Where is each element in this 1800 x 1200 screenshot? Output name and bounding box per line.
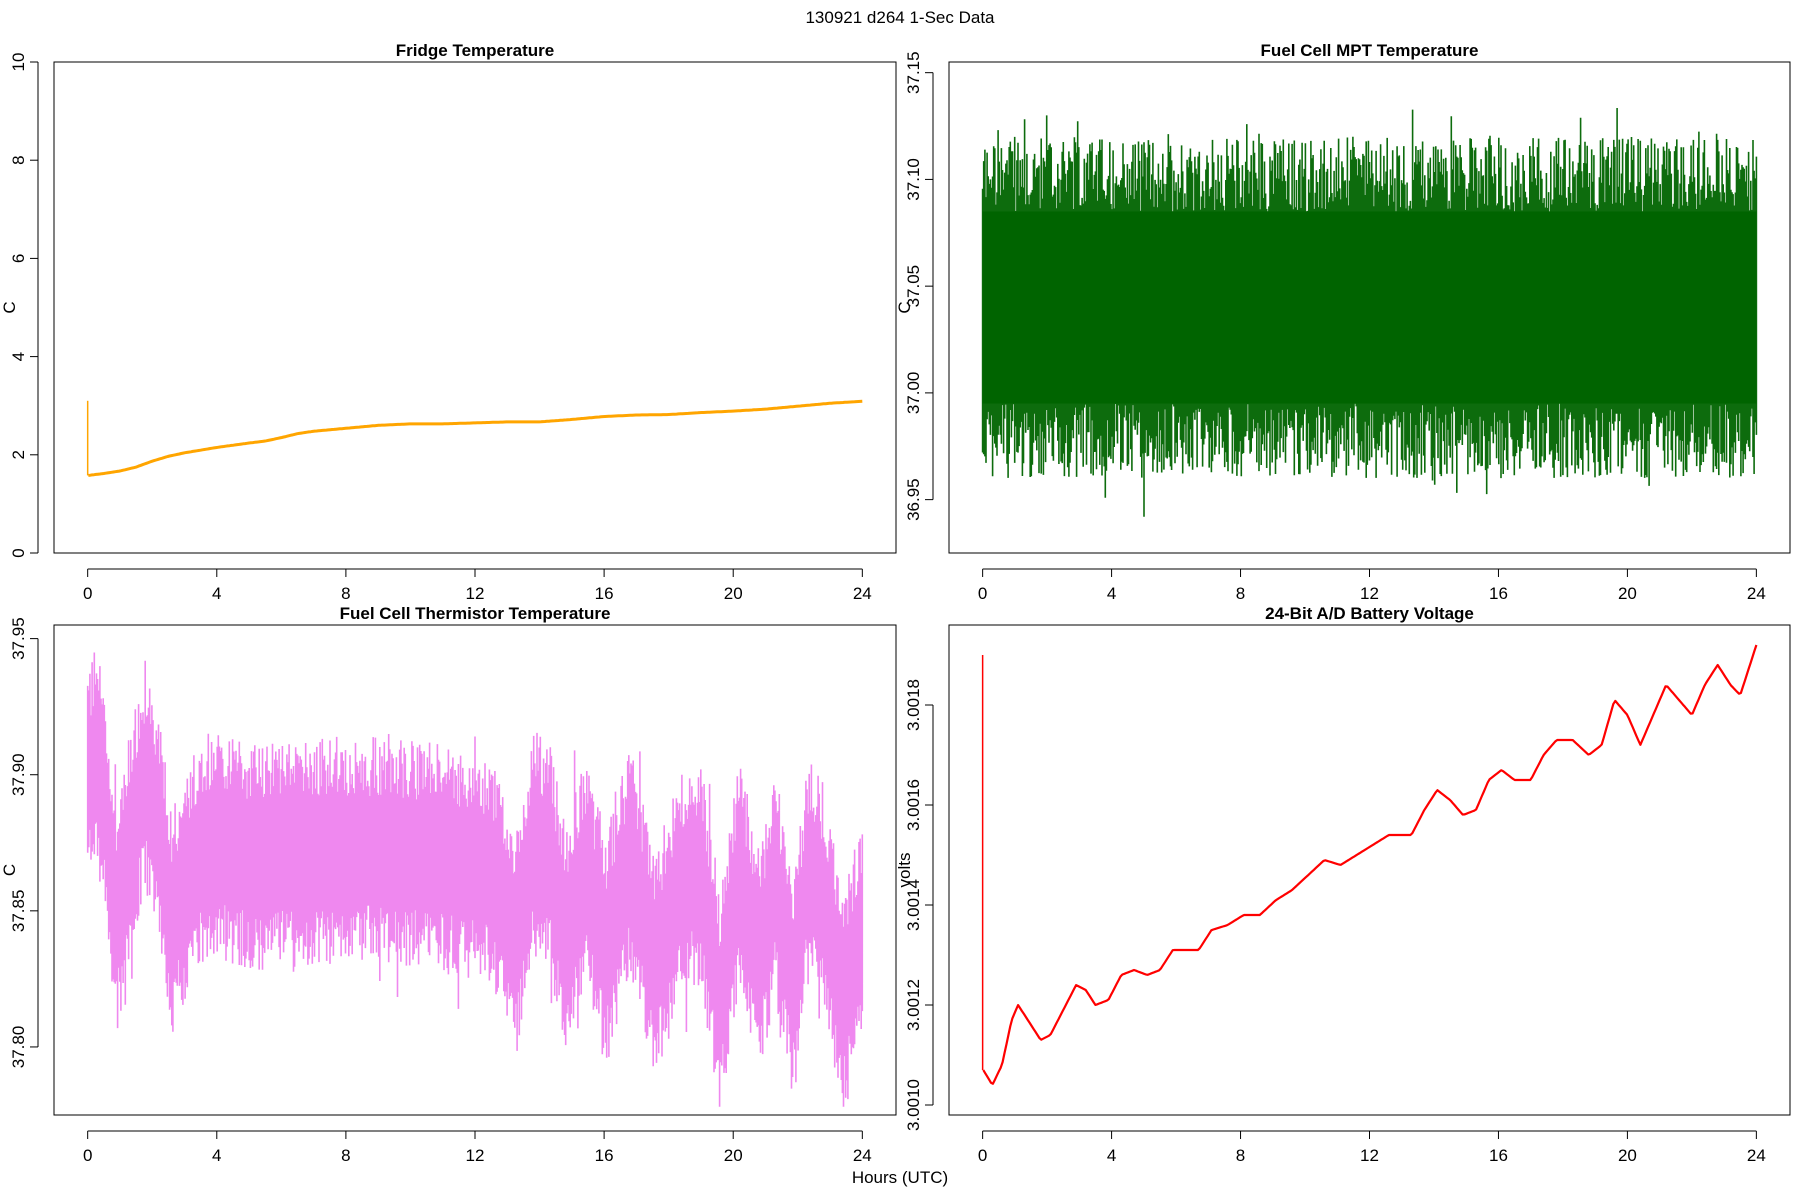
series-line	[86, 652, 864, 1107]
panel-title: Fuel Cell Thermistor Temperature	[340, 604, 611, 623]
panel-title: Fridge Temperature	[396, 41, 554, 60]
x-tick-label: 24	[853, 1146, 872, 1165]
y-axis-label: C	[895, 301, 914, 313]
panel-title: 24-Bit A/D Battery Voltage	[1265, 604, 1474, 623]
y-tick-label: 4	[9, 352, 28, 361]
y-axis: 3.0010 3.0012 3.0014 3.0016 3.0018	[904, 679, 934, 1131]
x-tick-label: 24	[1747, 584, 1766, 603]
panel-fuel-cell-mpt-temperature: Fuel Cell MPT Temperature 0 4 8 12 16 20 24 36.9…	[895, 41, 1791, 603]
x-tick-label: 12	[1360, 584, 1379, 603]
x-tick-label: 0	[978, 584, 987, 603]
x-tick-label: 8	[341, 584, 350, 603]
y-tick-label: 37.15	[904, 51, 923, 94]
plot-frame	[948, 61, 1791, 554]
x-tick-label: 16	[595, 1146, 614, 1165]
x-axis: 0 4 8 12 16 20 24	[83, 1130, 872, 1165]
y-axis-label: C	[0, 864, 19, 876]
panel-title: Fuel Cell MPT Temperature	[1261, 41, 1479, 60]
x-tick-label: 0	[83, 584, 92, 603]
x-tick-label: 16	[1489, 584, 1508, 603]
y-tick-label: 3.0016	[904, 779, 923, 831]
plot-frame	[948, 624, 1791, 1116]
x-tick-label: 24	[1747, 1146, 1766, 1165]
x-tick-label: 12	[1360, 1146, 1379, 1165]
x-tick-label: 16	[1489, 1146, 1508, 1165]
plot-frame	[53, 61, 897, 554]
y-tick-label: 37.95	[9, 617, 28, 660]
x-axis: 0 4 8 12 16 20 24	[978, 1130, 1766, 1165]
y-tick-label: 2	[9, 450, 28, 459]
y-tick-label: 10	[9, 53, 28, 72]
series-line	[86, 399, 863, 477]
data-line	[88, 399, 863, 477]
panel-fuel-cell-thermistor-temperature: Fuel Cell Thermistor Temperature 0 4 8 12 16 2…	[0, 604, 897, 1165]
x-tick-label: 4	[1107, 1146, 1116, 1165]
x-tick-label: 8	[341, 1146, 350, 1165]
x-tick-label: 20	[1618, 584, 1637, 603]
x-tick-label: 8	[1236, 584, 1245, 603]
y-tick-label: 3.0010	[904, 1079, 923, 1131]
y-axis: 36.95 37.00 37.05 37.10 37.15	[904, 51, 934, 521]
x-tick-label: 12	[466, 1146, 485, 1165]
data-line	[982, 644, 1758, 1085]
y-tick-label: 8	[9, 155, 28, 164]
y-axis-label: volts	[895, 853, 914, 888]
figure-x-axis-label: Hours (UTC)	[852, 1168, 948, 1187]
y-tick-label: 37.05	[904, 265, 923, 308]
y-tick-label: 0	[9, 548, 28, 557]
x-tick-label: 0	[978, 1146, 987, 1165]
y-tick-label: 36.95	[904, 478, 923, 521]
series-line	[981, 108, 1758, 517]
y-tick-label: 37.10	[904, 158, 923, 201]
x-axis: 0 4 8 12 16 20 24	[978, 568, 1766, 603]
noise-core	[982, 211, 1757, 404]
x-tick-label: 20	[1618, 1146, 1637, 1165]
plot-frame	[53, 624, 897, 1116]
y-tick-label: 37.90	[9, 753, 28, 796]
y-tick-label: 6	[9, 254, 28, 263]
x-tick-label: 4	[1107, 584, 1116, 603]
x-axis: 0 4 8 12 16 20 24	[83, 568, 872, 603]
x-tick-label: 16	[595, 584, 614, 603]
x-tick-label: 24	[853, 584, 872, 603]
y-tick-label: 3.0018	[904, 679, 923, 731]
y-axis: 37.80 37.85 37.90 37.95	[9, 617, 39, 1069]
x-tick-label: 4	[212, 584, 221, 603]
x-tick-label: 8	[1236, 1146, 1245, 1165]
x-tick-label: 20	[724, 584, 743, 603]
x-tick-label: 20	[724, 1146, 743, 1165]
noise-band	[86, 652, 864, 1107]
panel-battery-voltage: 24-Bit A/D Battery Voltage 0 4 8 12 16 20 24 3.0…	[895, 604, 1791, 1165]
y-tick-label: 37.00	[904, 372, 923, 415]
y-axis-label: C	[0, 301, 19, 313]
y-tick-label: 37.85	[9, 890, 28, 933]
y-axis: 0 2 4 6 8 10	[9, 53, 39, 558]
series-line	[981, 644, 1758, 1085]
figure-title: 130921 d264 1-Sec Data	[805, 8, 995, 27]
y-tick-label: 3.0012	[904, 979, 923, 1031]
x-tick-label: 4	[212, 1146, 221, 1165]
y-tick-label: 3.0014	[904, 879, 923, 931]
x-tick-label: 12	[466, 584, 485, 603]
y-tick-label: 37.80	[9, 1026, 28, 1069]
x-tick-label: 0	[83, 1146, 92, 1165]
